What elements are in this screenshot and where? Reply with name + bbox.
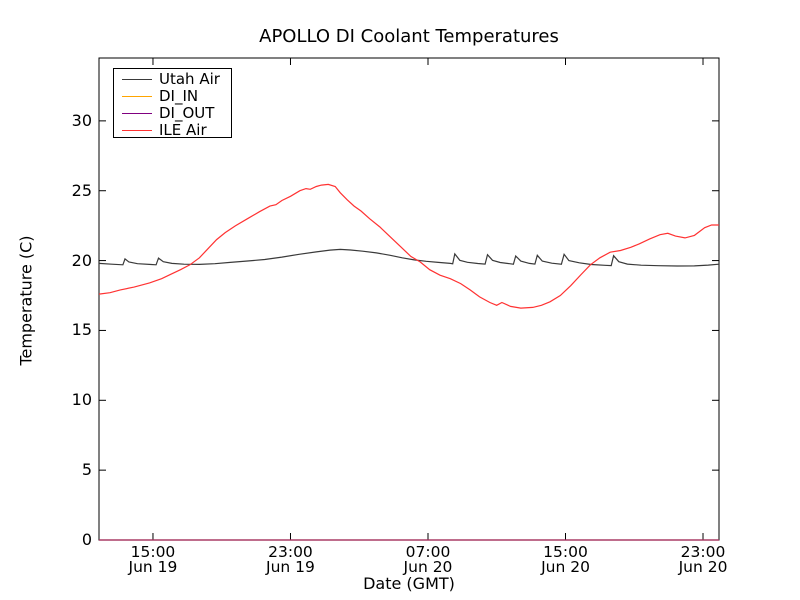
y-tick-label: 30 [71, 110, 92, 130]
legend-item-di-in: DI_IN [114, 88, 231, 105]
x-tick-label: 15:00 Jun 20 [541, 543, 590, 576]
x-tick-label: 23:00 Jun 20 [678, 543, 728, 576]
di-in-line-sample [122, 96, 152, 97]
legend-item-utah-air: Utah Air [114, 71, 231, 88]
legend-rows: Utah Air DI_IN DI_OUT ILE Air [114, 69, 231, 139]
legend-box: Utah Air DI_IN DI_OUT ILE Air [113, 68, 232, 139]
legend-item-ile-air: ILE Air [114, 122, 231, 139]
y-tick-label: 20 [71, 250, 92, 270]
legend-item-di-out: DI_OUT [114, 105, 231, 122]
y-tick-label: 5 [81, 460, 92, 480]
ile-air-line-sample [122, 130, 152, 131]
y-tick-label: 15 [71, 320, 92, 340]
utah-air-line-sample [122, 79, 152, 80]
x-axis-label: Date (GMT) [363, 574, 455, 593]
y-tick-label: 0 [81, 530, 92, 549]
x-tick-label: 23:00 Jun 19 [266, 543, 315, 576]
chart-title: APOLLO DI Coolant Temperatures [259, 26, 559, 47]
series-line-ile-air [98, 183, 719, 309]
legend-label: DI_IN [159, 87, 199, 105]
x-tick-label: 15:00 Jun 19 [128, 543, 178, 576]
legend-label: DI_OUT [159, 104, 215, 122]
legend-label: Utah Air [159, 70, 220, 88]
series-line-utah-air [98, 248, 720, 267]
di-out-line-sample [122, 113, 152, 114]
x-tick-label: 07:00 Jun 20 [403, 543, 453, 576]
y-tick-label: 10 [71, 390, 92, 410]
y-axis-label: Temperature (C) [16, 235, 36, 366]
legend-label: ILE Air [159, 121, 207, 139]
y-tick-label: 25 [71, 180, 92, 200]
